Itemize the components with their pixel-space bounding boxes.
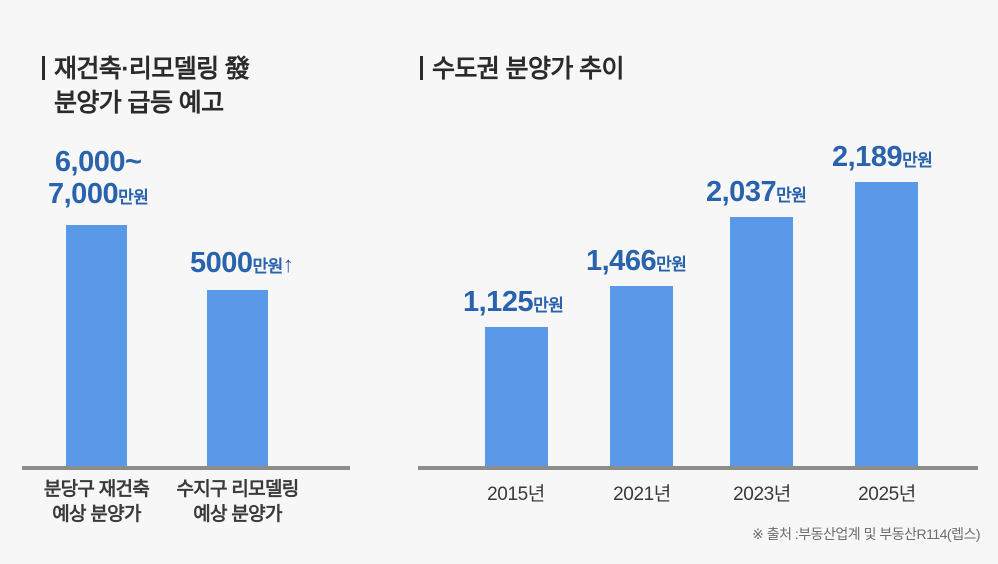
- right-year-label-4: 2025년: [858, 484, 916, 505]
- right-year-label-2: 2021년: [613, 484, 671, 505]
- right-bar-2: [610, 286, 673, 466]
- right-bar-4-value-label: 2,189만원: [832, 141, 933, 173]
- left-bar-1: [66, 225, 127, 466]
- right-chart-title: 수도권 분양가 추이: [420, 52, 625, 86]
- left-bar-1-value-label: 6,000~ 7,000만원: [48, 146, 149, 211]
- right-bar-4: [855, 182, 918, 466]
- right-year-label-1: 2015년: [487, 484, 545, 505]
- left-category-label-1: 분당구 재건축 예상 분양가: [43, 479, 150, 525]
- left-chart-title-text: 재건축·리모델링 發 분양가 급등 예고: [54, 55, 250, 117]
- right-chart-axis: [418, 466, 978, 470]
- left-chart-axis: [22, 466, 350, 470]
- right-bar-1: [485, 327, 548, 466]
- left-chart-panel: 재건축·리모델링 發 분양가 급등 예고 6,000~ 7,000만원 5000…: [0, 0, 400, 564]
- left-chart-title: 재건축·리모델링 發 분양가 급등 예고: [42, 52, 250, 120]
- source-note: ※ 출처 :부동산업계 및 부동산R114(렙스): [752, 526, 980, 542]
- right-bar-2-value-label: 1,466만원: [586, 245, 687, 277]
- title-accent-bar-icon: [420, 56, 423, 80]
- right-bar-1-value-label: 1,125만원: [463, 286, 564, 318]
- left-category-label-2: 수지구 리모델링 예상 분양가: [176, 479, 299, 525]
- left-bar-1-value-line1: 6,000~: [54, 146, 142, 178]
- right-chart-title-text: 수도권 분양가 추이: [432, 55, 625, 83]
- right-chart-panel: 수도권 분양가 추이 1,125만원 1,466만원 2,037만원 2,189…: [400, 0, 998, 564]
- title-accent-bar-icon: [42, 56, 45, 80]
- increase-arrow-icon: ↑: [282, 252, 294, 277]
- left-bar-2: [207, 290, 268, 466]
- right-bar-3: [730, 217, 793, 466]
- right-bar-3-value-label: 2,037만원: [706, 176, 807, 208]
- right-year-label-3: 2023년: [733, 484, 791, 505]
- left-bar-1-value-line2: 7,000만원: [48, 178, 149, 211]
- left-bar-2-value-label: 5000만원↑: [190, 247, 294, 279]
